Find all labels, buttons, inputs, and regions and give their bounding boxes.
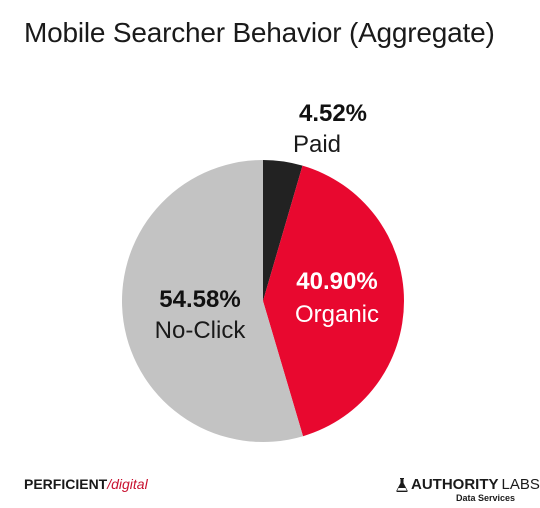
chart-title: Mobile Searcher Behavior (Aggregate) [24, 17, 495, 48]
logo-name-light: LABS [501, 476, 540, 493]
pie-slice-paid [263, 160, 303, 301]
authoritylabs-logo: AUTHORITY LABS Data Services [396, 476, 540, 503]
logo-name-bold: AUTHORITY [411, 476, 499, 493]
slice-name-label: No-Click [155, 317, 247, 344]
slice-name-label: Organic [295, 301, 379, 328]
logo-tagline: Data Services [456, 493, 516, 503]
slice-value-label: 40.90% [296, 268, 377, 295]
slice-value-label: 4.52% [299, 100, 367, 127]
pie-slice-no-click [121, 160, 304, 442]
logo-slash: / [107, 476, 112, 492]
slice-name-label: Paid [293, 131, 341, 158]
logo-sub-text: digital [111, 476, 148, 492]
flask-icon [396, 477, 408, 492]
pie-slice-organic [263, 165, 404, 437]
slice-value-label: 54.58% [159, 286, 240, 313]
perficient-digital-logo: PERFICIENT/digital [24, 476, 148, 492]
logo-brand-text: PERFICIENT [24, 476, 108, 492]
